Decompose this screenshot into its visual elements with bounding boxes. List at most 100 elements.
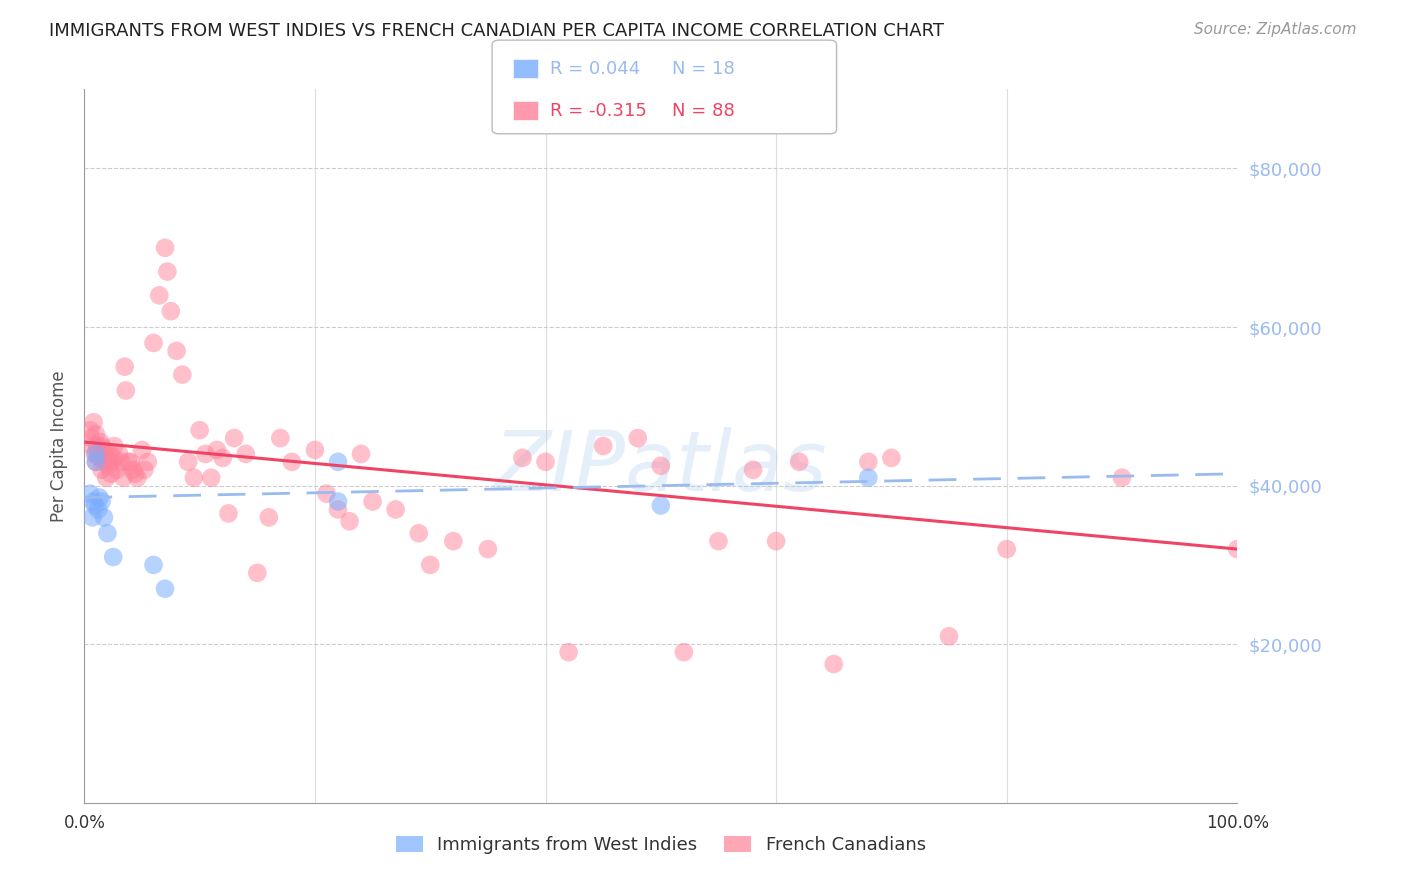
Point	[315, 486, 337, 500]
Point	[205, 442, 228, 457]
Point	[124, 467, 146, 481]
Point	[880, 450, 903, 465]
Point	[83, 447, 105, 461]
Point	[765, 534, 787, 549]
Point	[160, 304, 183, 318]
Point	[80, 431, 103, 445]
Point	[84, 455, 107, 469]
Point	[105, 463, 128, 477]
Point	[90, 494, 112, 508]
Point	[153, 241, 176, 255]
Legend: Immigrants from West Indies, French Canadians: Immigrants from West Indies, French Cana…	[388, 829, 934, 862]
Point	[103, 450, 124, 465]
Point	[134, 463, 156, 477]
Point	[87, 447, 110, 461]
Point	[97, 458, 120, 473]
Point	[672, 645, 695, 659]
Point	[117, 455, 139, 469]
Point	[326, 494, 349, 508]
Point	[938, 629, 960, 643]
Point	[96, 455, 118, 469]
Point	[153, 582, 176, 596]
Point	[477, 542, 499, 557]
Point	[83, 499, 105, 513]
Point	[650, 458, 672, 473]
Point	[82, 510, 104, 524]
Y-axis label: Per Capita Income: Per Capita Income	[51, 370, 69, 522]
Point	[823, 657, 845, 671]
Text: N = 18: N = 18	[672, 60, 735, 78]
Text: R = 0.044: R = 0.044	[550, 60, 640, 78]
Point	[127, 471, 149, 485]
Text: IMMIGRANTS FROM WEST INDIES VS FRENCH CANADIAN PER CAPITA INCOME CORRELATION CHA: IMMIGRANTS FROM WEST INDIES VS FRENCH CA…	[49, 22, 945, 40]
Point	[142, 335, 165, 350]
Point	[79, 486, 101, 500]
Point	[326, 455, 349, 469]
Point	[304, 442, 326, 457]
Point	[84, 447, 107, 461]
Point	[89, 435, 111, 450]
Point	[90, 439, 112, 453]
Point	[858, 455, 880, 469]
Point	[408, 526, 430, 541]
Point	[136, 455, 159, 469]
Point	[96, 471, 118, 485]
Point	[82, 439, 104, 453]
Point	[114, 359, 136, 374]
Point	[112, 471, 135, 485]
Point	[419, 558, 441, 572]
Point	[211, 450, 233, 465]
Point	[281, 455, 304, 469]
Point	[172, 368, 194, 382]
Point	[94, 442, 117, 457]
Point	[592, 439, 614, 453]
Point	[110, 455, 132, 469]
Point	[534, 455, 557, 469]
Point	[103, 549, 124, 564]
Point	[218, 507, 240, 521]
Text: R = -0.315: R = -0.315	[550, 102, 647, 120]
Point	[269, 431, 291, 445]
Point	[384, 502, 406, 516]
Point	[361, 494, 384, 508]
Point	[83, 415, 105, 429]
Point	[557, 645, 579, 659]
Point	[200, 471, 222, 485]
Point	[148, 288, 170, 302]
Point	[87, 502, 110, 516]
Point	[177, 455, 200, 469]
Point	[246, 566, 269, 580]
Point	[858, 471, 880, 485]
Point	[742, 463, 765, 477]
Point	[93, 510, 115, 524]
Point	[115, 384, 138, 398]
Point	[83, 494, 105, 508]
Point	[512, 450, 534, 465]
Point	[120, 455, 142, 469]
Point	[326, 502, 349, 516]
Point	[93, 455, 115, 469]
Point	[108, 447, 131, 461]
Point	[121, 463, 143, 477]
Point	[131, 442, 153, 457]
Point	[257, 510, 280, 524]
Point	[707, 534, 730, 549]
Point	[142, 558, 165, 572]
Point	[91, 447, 114, 461]
Point	[224, 431, 246, 445]
Point	[183, 471, 205, 485]
Point	[90, 463, 112, 477]
Point	[441, 534, 464, 549]
Point	[101, 455, 124, 469]
Point	[350, 447, 373, 461]
Point	[188, 423, 211, 437]
Point	[166, 343, 188, 358]
Point	[156, 264, 179, 278]
Point	[1226, 542, 1249, 557]
Point	[84, 455, 107, 469]
Point	[96, 526, 118, 541]
Point	[103, 439, 125, 453]
Point	[627, 431, 650, 445]
Point	[89, 491, 111, 505]
Point	[194, 447, 217, 461]
